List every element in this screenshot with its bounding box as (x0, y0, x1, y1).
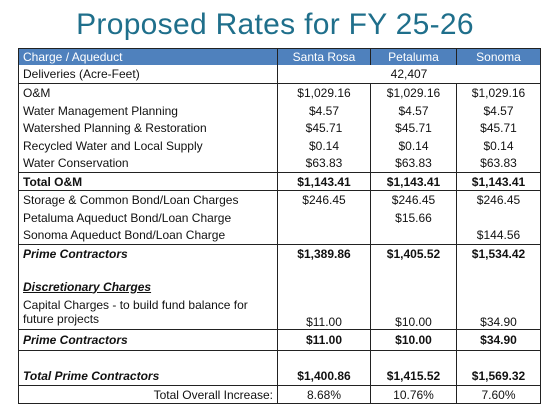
row: Prime Contractors $1,389.86 $1,405.52 $1,53… (18, 244, 541, 263)
row: Water Conservation $63.83 $63.83 $63.83 (18, 154, 541, 173)
header-cell: Sonoma (456, 48, 541, 65)
empty-cell (370, 263, 457, 278)
cell: 8.68% (277, 385, 371, 404)
cell: $63.83 (456, 154, 541, 173)
cell: $144.56 (456, 226, 541, 245)
cell: $1,143.41 (277, 172, 371, 191)
row-label: Water Management Planning (18, 102, 278, 119)
empty-cell (18, 263, 278, 278)
cell: $1,389.86 (277, 244, 371, 263)
empty-cell (370, 350, 457, 367)
cell: $10.00 (370, 295, 457, 330)
cell (277, 209, 371, 226)
empty-cell (456, 350, 541, 367)
cell: $1,143.41 (456, 172, 541, 191)
cell: $11.00 (277, 329, 371, 351)
cell: $4.57 (456, 102, 541, 119)
cell (277, 278, 371, 295)
cell: $34.90 (456, 295, 541, 330)
row-label: Discretionary Charges (18, 278, 278, 295)
cell: $246.45 (370, 190, 457, 209)
cell: $1,029.16 (370, 83, 457, 102)
cell: $1,029.16 (456, 83, 541, 102)
row-label: Total O&M (18, 172, 278, 191)
cell: $45.71 (277, 119, 371, 137)
cell: 42,407 (277, 65, 541, 84)
header-cell: Charge / Aqueduct (18, 48, 278, 65)
row: Prime Contractors $11.00 $10.00 $34.90 (18, 329, 541, 351)
cell: $1,569.32 (456, 367, 541, 386)
cell (370, 226, 457, 245)
empty-cell (277, 350, 371, 367)
cell: 10.76% (370, 385, 457, 404)
cell: $45.71 (456, 119, 541, 137)
rates-table: Charge / Aqueduct Santa Rosa Petaluma So… (18, 48, 541, 404)
cell: $11.00 (277, 295, 371, 330)
cell: $15.66 (370, 209, 457, 226)
cell: $1,405.52 (370, 244, 457, 263)
cell: $1,400.86 (277, 367, 371, 386)
cell: $1,029.16 (277, 83, 371, 102)
row: O&M $1,029.16 $1,029.16 $1,029.16 (18, 83, 541, 102)
spacer-row (18, 263, 541, 278)
row-label: Total Overall Increase: (18, 385, 278, 404)
title: Proposed Rates for FY 25-26 (76, 8, 474, 41)
row-label: Sonoma Aqueduct Bond/Loan Charge (18, 226, 278, 245)
header-cell: Petaluma (370, 48, 457, 65)
row: Capital Charges - to build fund balance … (18, 295, 541, 330)
row-label: Water Conservation (18, 154, 278, 173)
row: Total O&M $1,143.41 $1,143.41 $1,143.41 (18, 172, 541, 191)
row: Recycled Water and Local Supply $0.14 $0.1… (18, 137, 541, 154)
cell: $4.57 (277, 102, 371, 119)
cell: $0.14 (456, 137, 541, 154)
header-row: Charge / Aqueduct Santa Rosa Petaluma So… (18, 48, 541, 65)
row: Sonoma Aqueduct Bond/Loan Charge $144.56 (18, 226, 541, 245)
row: Petaluma Aqueduct Bond/Loan Charge $15.66 (18, 209, 541, 226)
row: Discretionary Charges (18, 278, 541, 295)
cell: $1,143.41 (370, 172, 457, 191)
cell: $0.14 (277, 137, 371, 154)
row-label: Prime Contractors (18, 244, 278, 263)
cell: $0.14 (370, 137, 457, 154)
cell: $246.45 (456, 190, 541, 209)
row-label: Petaluma Aqueduct Bond/Loan Charge (18, 209, 278, 226)
row-label: Deliveries (Acre-Feet) (18, 65, 278, 84)
cell: $34.90 (456, 329, 541, 351)
cell (370, 278, 457, 295)
row-label: Recycled Water and Local Supply (18, 137, 278, 154)
row-label: Capital Charges - to build fund balance … (18, 295, 278, 330)
cell: $246.45 (277, 190, 371, 209)
cell: $4.57 (370, 102, 457, 119)
row: Deliveries (Acre-Feet) 42,407 (18, 65, 541, 84)
row: Watershed Planning & Restoration $45.71 $4… (18, 119, 541, 137)
empty-cell (456, 263, 541, 278)
row: Total Overall Increase: 8.68% 10.76% 7.60% (18, 385, 541, 404)
empty-cell (18, 350, 278, 367)
row-label: Watershed Planning & Restoration (18, 119, 278, 137)
cell: 7.60% (456, 385, 541, 404)
row-label: O&M (18, 83, 278, 102)
cell (456, 278, 541, 295)
cell: $63.83 (370, 154, 457, 173)
row-label: Prime Contractors (18, 329, 278, 351)
cell (456, 209, 541, 226)
header-cell: Santa Rosa (277, 48, 371, 65)
cell: $10.00 (370, 329, 457, 351)
row: Storage & Common Bond/Loan Charges $246.4… (18, 190, 541, 209)
cell: $1,534.42 (456, 244, 541, 263)
row: Water Management Planning $4.57 $4.57 $4.57 (18, 102, 541, 119)
empty-cell (277, 263, 371, 278)
row-label: Total Prime Contractors (18, 367, 278, 386)
cell: $45.71 (370, 119, 457, 137)
cell: $1,415.52 (370, 367, 457, 386)
row: Total Prime Contractors $1,400.86 $1,415.5… (18, 367, 541, 386)
cell: $63.83 (277, 154, 371, 173)
cell (277, 226, 371, 245)
row-label: Storage & Common Bond/Loan Charges (18, 190, 278, 209)
spacer-row (18, 350, 541, 367)
